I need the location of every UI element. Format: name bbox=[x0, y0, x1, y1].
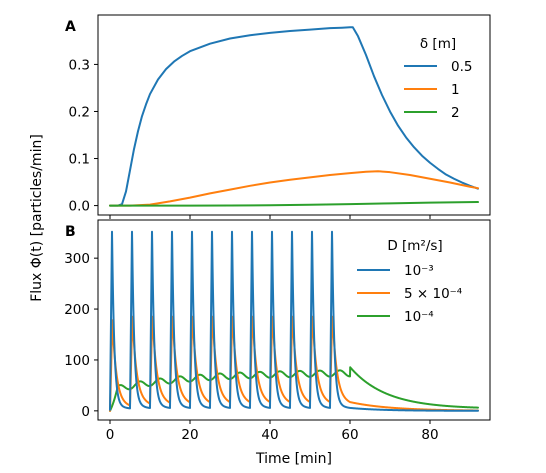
y-axis-label: Flux Φ(t) [particles/min] bbox=[29, 134, 45, 302]
legend-a-entry: 2 bbox=[451, 105, 460, 121]
legend-b-title: D [m²/s] bbox=[387, 238, 442, 254]
legend-b-entry: 5 × 10⁻⁴ bbox=[404, 286, 462, 302]
panel-b-y-tick-label: 200 bbox=[64, 302, 90, 318]
panel-b-series-line-3 bbox=[109, 366, 479, 412]
panel-a-series bbox=[109, 26, 479, 207]
panel-b-x-tick-label: 40 bbox=[261, 427, 278, 443]
panel-b: 0 20 40 60 80 0 100 200 300 B D [m²/s] 10⁻³ 5 × 1… bbox=[64, 219, 491, 443]
panel-b-label: B bbox=[65, 224, 76, 240]
panel-b-legend: D [m²/s] 10⁻³ 5 × 10⁻⁴ 10⁻⁴ bbox=[357, 238, 462, 325]
panel-a-series-line-2 bbox=[109, 170, 479, 207]
panel-a-series-line-3 bbox=[109, 201, 479, 207]
panel-b-axes: 0 20 40 60 80 0 100 200 300 bbox=[64, 251, 438, 443]
panel-a-axes: 0.0 0.1 0.2 0.3 bbox=[69, 57, 431, 219]
x-axis-label: Time [min] bbox=[255, 451, 332, 467]
panel-b-frame bbox=[97, 219, 491, 421]
panel-b-x-tick-label: 0 bbox=[106, 427, 115, 443]
panel-b-y-tick-label: 300 bbox=[64, 251, 90, 267]
legend-b-entry: 10⁻³ bbox=[404, 263, 434, 279]
panel-b-x-tick-label: 60 bbox=[341, 427, 358, 443]
panel-a-label: A bbox=[65, 19, 76, 35]
panel-b-y-tick-label: 100 bbox=[64, 353, 90, 369]
panel-a: 0.0 0.1 0.2 0.3 A δ [m] 0.5 1 2 bbox=[65, 14, 491, 219]
panel-a-y-tick-label: 0.1 bbox=[69, 152, 90, 168]
panel-a-y-tick-label: 0.0 bbox=[69, 199, 90, 215]
legend-a-entry: 0.5 bbox=[451, 59, 472, 75]
panel-b-x-tick-label: 80 bbox=[421, 427, 438, 443]
legend-a-entry: 1 bbox=[451, 82, 460, 98]
panel-a-legend: δ [m] 0.5 1 2 bbox=[404, 36, 472, 121]
panel-a-frame bbox=[97, 14, 491, 216]
panel-b-y-tick-label: 0 bbox=[81, 404, 90, 420]
panel-b-x-tick-label: 20 bbox=[181, 427, 198, 443]
legend-b-entry: 10⁻⁴ bbox=[404, 309, 434, 325]
panel-a-y-tick-label: 0.3 bbox=[69, 57, 90, 73]
panel-b-series bbox=[109, 230, 479, 412]
panel-b-series-line-1 bbox=[109, 230, 479, 412]
panel-a-y-tick-label: 0.2 bbox=[69, 104, 90, 120]
panel-a-series-line-1 bbox=[109, 26, 479, 207]
legend-a-title: δ [m] bbox=[420, 36, 456, 52]
